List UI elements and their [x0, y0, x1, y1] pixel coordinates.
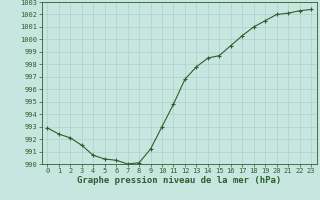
X-axis label: Graphe pression niveau de la mer (hPa): Graphe pression niveau de la mer (hPa): [77, 176, 281, 185]
